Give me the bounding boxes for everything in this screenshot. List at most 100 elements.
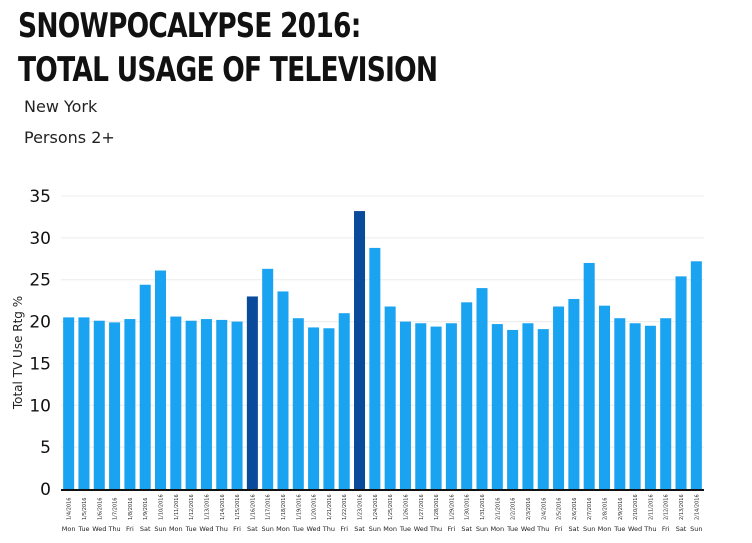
x-tick-date-label: 1/29/2016: [449, 494, 455, 520]
x-axis-ticks: 1/4/2016 Mon 1/5/2016 Tue 1/6/2016 Wed 1/7/201…: [62, 494, 703, 533]
x-tick-date-label: 1/31/2016: [480, 494, 486, 520]
x-tick-date-label: 1/7/2016: [113, 498, 119, 520]
x-tick-date-label: 1/6/2016: [97, 498, 103, 520]
x-tick-date-label: 1/13/2016: [204, 494, 210, 520]
bar-2-13-2016: [675, 276, 687, 489]
x-tick-date-label: 1/12/2016: [189, 494, 195, 520]
bar-1-27-2016: [415, 323, 427, 489]
bar-1-9-2016: [139, 284, 151, 489]
subtitle-demographic: Persons 2+: [24, 128, 115, 147]
bar-1-17-2016: [262, 268, 274, 489]
x-tick-day-label: Sun: [261, 525, 273, 533]
x-tick-date-label: 2/13/2016: [679, 494, 685, 520]
grid-lines: [61, 195, 704, 448]
bar-1-11-2016: [170, 316, 182, 489]
bar-1-5-2016: [78, 317, 90, 489]
x-tick-date-label: 2/3/2016: [526, 498, 532, 520]
x-tick-date-label: 1/22/2016: [342, 494, 348, 520]
x-tick-date-label: 1/15/2016: [235, 494, 241, 520]
x-tick-day-label: Tue: [292, 525, 304, 533]
x-tick-date-label: 2/14/2016: [694, 494, 700, 520]
y-tick-label: 35: [29, 187, 51, 207]
x-tick-day-label: Fri: [233, 525, 241, 533]
x-tick-day-label: Wed: [521, 525, 535, 533]
bar-1-22-2016: [338, 313, 350, 489]
x-tick-day-label: Thu: [643, 525, 656, 533]
x-tick-day-label: Sun: [369, 525, 381, 533]
bar-1-23-2016: [354, 211, 366, 489]
x-tick-day-label: Sat: [569, 525, 580, 533]
y-axis-ticks: 0 5 10 15 20 25 30 35: [29, 187, 51, 500]
x-tick-date-label: 1/21/2016: [327, 494, 333, 520]
bar-2-14-2016: [690, 261, 702, 489]
bar-1-6-2016: [93, 320, 105, 489]
x-tick-day-label: Mon: [490, 525, 504, 533]
bar-1-21-2016: [323, 328, 335, 489]
x-tick-day-label: Mon: [276, 525, 290, 533]
x-tick-day-label: Wed: [307, 525, 321, 533]
x-tick-day-label: Tue: [613, 525, 625, 533]
x-tick-date-label: 2/2/2016: [511, 498, 517, 520]
x-tick-date-label: 1/26/2016: [403, 494, 409, 520]
bar-2-7-2016: [583, 262, 595, 489]
x-tick-day-label: Thu: [429, 525, 442, 533]
x-tick-day-label: Sun: [476, 525, 488, 533]
bar-2-6-2016: [568, 298, 580, 489]
bar-2-1-2016: [491, 324, 503, 489]
x-tick-date-label: 1/28/2016: [434, 494, 440, 520]
bar-1-28-2016: [430, 326, 442, 489]
y-tick-label: 20: [29, 313, 51, 333]
chart-title: SNOWPOCALYPSE 2016: TOTAL USAGE OF TELEV…: [18, 6, 438, 90]
x-tick-day-label: Sat: [140, 525, 151, 533]
x-tick-day-label: Tue: [506, 525, 518, 533]
x-tick-date-label: 1/8/2016: [128, 498, 134, 520]
x-tick-date-label: 1/17/2016: [266, 494, 272, 520]
bar-2-11-2016: [644, 325, 656, 489]
x-tick-date-label: 2/4/2016: [541, 498, 547, 520]
bar-1-24-2016: [369, 247, 381, 489]
x-tick-date-label: 2/6/2016: [572, 498, 578, 520]
x-tick-day-label: Wed: [414, 525, 428, 533]
x-tick-date-label: 2/1/2016: [495, 498, 501, 520]
bar-1-13-2016: [200, 319, 212, 489]
x-tick-date-label: 1/18/2016: [281, 494, 287, 520]
bar-1-14-2016: [216, 319, 228, 489]
x-tick-date-label: 2/12/2016: [664, 494, 670, 520]
y-tick-label: 10: [29, 396, 51, 416]
x-tick-date-label: 2/7/2016: [587, 498, 593, 520]
y-tick-label: 30: [29, 229, 51, 249]
x-tick-day-label: Mon: [62, 525, 76, 533]
bar-2-4-2016: [537, 329, 549, 489]
x-tick-day-label: Sun: [583, 525, 595, 533]
bar-1-26-2016: [399, 321, 411, 489]
x-tick-date-label: 2/10/2016: [633, 494, 639, 520]
bar-1-29-2016: [445, 323, 457, 489]
bar-1-25-2016: [384, 306, 396, 489]
x-tick-date-label: 1/25/2016: [388, 494, 394, 520]
x-tick-date-label: 1/23/2016: [358, 494, 364, 520]
y-tick-label: 25: [29, 271, 51, 291]
bar-1-19-2016: [292, 318, 304, 489]
x-tick-day-label: Thu: [107, 525, 120, 533]
x-tick-day-label: Thu: [215, 525, 228, 533]
x-tick-day-label: Mon: [169, 525, 183, 533]
bar-2-2-2016: [507, 329, 519, 489]
x-tick-date-label: 1/5/2016: [82, 498, 88, 520]
x-tick-date-label: 2/11/2016: [648, 494, 654, 520]
x-tick-date-label: 1/14/2016: [220, 494, 226, 520]
bar-2-5-2016: [553, 306, 565, 489]
y-tick-label: 0: [40, 480, 51, 500]
x-tick-day-label: Fri: [555, 525, 563, 533]
x-tick-date-label: 2/8/2016: [602, 498, 608, 520]
x-tick-date-label: 1/10/2016: [159, 494, 165, 520]
x-tick-day-label: Mon: [383, 525, 397, 533]
bar-1-4-2016: [63, 317, 75, 489]
x-tick-day-label: Fri: [662, 525, 670, 533]
x-tick-day-label: Sat: [354, 525, 365, 533]
bar-1-16-2016: [246, 296, 258, 489]
bar-1-8-2016: [124, 319, 136, 489]
x-tick-day-label: Thu: [536, 525, 549, 533]
bar-1-30-2016: [461, 302, 473, 489]
bar-1-12-2016: [185, 320, 197, 489]
x-tick-day-label: Tue: [77, 525, 89, 533]
